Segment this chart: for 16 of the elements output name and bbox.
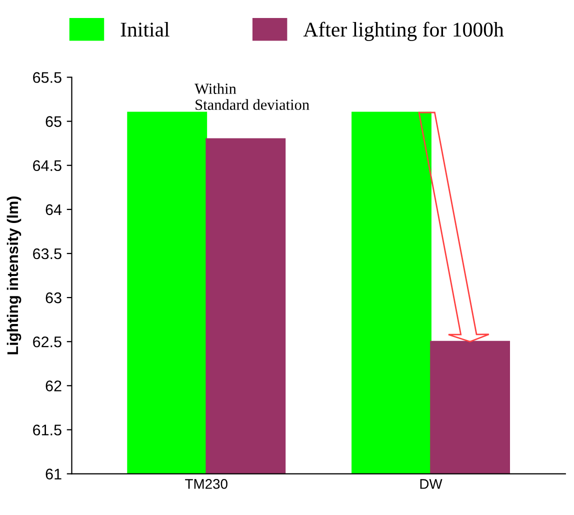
y-tick-label: 65 [46,116,62,127]
y-tick-label: 64.5 [33,160,62,172]
x-tick-label: DW [420,479,442,489]
y-tick-label: 63.5 [33,248,62,260]
y-tick-label: 61 [46,468,62,480]
y-tick-label: 63 [46,292,62,304]
y-tick-label: 61.5 [33,424,62,436]
annotation: Within Standard deviation [194,83,310,110]
x-tick-label: TM230 [185,479,228,489]
y-tick-label: 65.5 [33,72,62,83]
y-tick-label: 64 [46,204,62,216]
y-axis-title: Lighting intensity (lm) [6,196,22,354]
legend-label: Initial [120,22,170,37]
y-tick-label: 62 [46,380,62,392]
y-tick-label: 62.5 [33,336,62,348]
legend-label: After lighting for 1000h [303,22,504,41]
